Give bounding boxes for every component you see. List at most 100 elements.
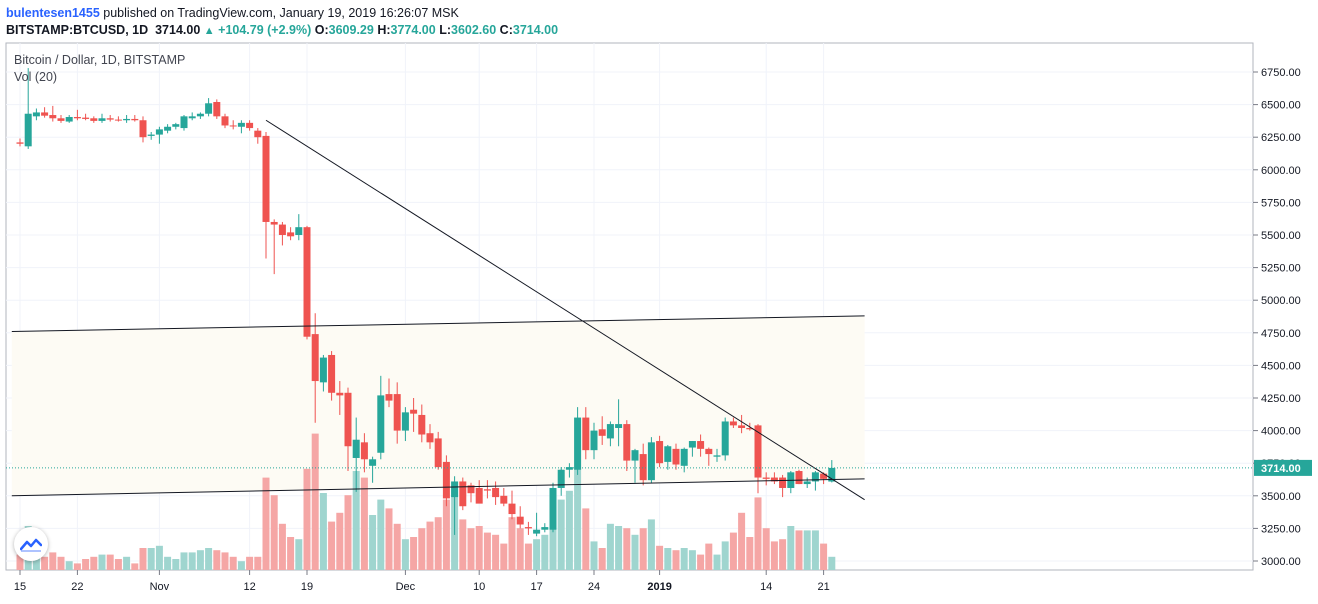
- y-axis-label: 4500.00: [1261, 360, 1301, 372]
- candle-body: [779, 477, 787, 488]
- candle-body: [205, 103, 213, 114]
- volume-bar: [16, 554, 24, 570]
- volume-bar: [483, 532, 491, 570]
- close-label: C:: [499, 23, 513, 37]
- candle-body: [508, 503, 516, 515]
- y-axis-label: 6000.00: [1261, 165, 1301, 177]
- candle-body: [270, 221, 278, 225]
- candle-body: [82, 117, 90, 119]
- candle-body: [557, 469, 565, 488]
- lower-channel-line: [11, 478, 865, 497]
- descending-trendline: [265, 119, 865, 501]
- volume-bar: [41, 556, 49, 570]
- candle-body: [672, 448, 680, 465]
- volume-bar: [705, 543, 713, 570]
- author-link[interactable]: bulentesen1455: [6, 6, 100, 20]
- candle-body: [377, 395, 385, 453]
- candle-body: [598, 429, 606, 436]
- volume-bar: [270, 495, 278, 570]
- volume-bar: [73, 563, 81, 570]
- candle-body: [131, 118, 139, 121]
- volume-bar: [729, 532, 737, 570]
- volume-bar: [32, 554, 40, 570]
- volume-bar: [811, 530, 819, 570]
- candle-body: [615, 424, 623, 428]
- candle-body: [246, 122, 254, 129]
- volume-bar: [524, 543, 532, 570]
- candle-body: [369, 459, 377, 466]
- volume-bar: [680, 548, 688, 570]
- volume-bar: [319, 493, 327, 570]
- volume-indicator-label[interactable]: Vol (20): [14, 70, 58, 84]
- volume-bar: [106, 554, 114, 570]
- y-axis-label: 4000.00: [1261, 426, 1301, 438]
- high-label: H:: [377, 23, 391, 37]
- candle-body: [795, 471, 803, 485]
- candle-body: [172, 124, 180, 127]
- volume-bar: [565, 490, 573, 570]
- candle-body: [287, 232, 295, 237]
- volume-bar: [754, 497, 762, 570]
- volume-bar: [647, 519, 655, 570]
- volume-bar: [770, 541, 778, 570]
- candle-body: [221, 116, 229, 126]
- volume-bar: [65, 561, 73, 570]
- candle-body: [541, 527, 549, 530]
- volume-bar: [303, 468, 311, 570]
- last-price-tag-label: 3714.00: [1261, 463, 1301, 475]
- volume-bar: [418, 528, 426, 570]
- volume-bar: [828, 556, 836, 570]
- up-arrow-icon: ▲: [203, 25, 215, 37]
- x-axis-label: 17: [530, 581, 542, 593]
- chart-legend: Bitcoin / Dollar, 1D, BITSTAMP Vol (20): [14, 52, 185, 86]
- volume-bar: [787, 526, 795, 570]
- volume-bar: [344, 495, 352, 570]
- candle-body: [123, 118, 131, 121]
- candle-body: [73, 116, 81, 119]
- volume-bar: [295, 539, 303, 570]
- y-axis-label: 4250.00: [1261, 393, 1301, 405]
- volume-bar: [615, 526, 623, 570]
- x-axis-label: 10: [473, 581, 485, 593]
- candle-body: [213, 101, 221, 117]
- last-price-tag: [1254, 459, 1312, 476]
- tradingview-logo-icon[interactable]: [14, 527, 48, 561]
- candle-body: [451, 481, 459, 498]
- candle-body: [106, 118, 114, 120]
- candle-body: [606, 424, 614, 439]
- candle-body: [533, 529, 541, 534]
- volume-bar: [311, 433, 319, 570]
- symbol-label: BITSTAMP:BTCUSD, 1D: [6, 23, 149, 37]
- x-axis-label: 15: [14, 581, 26, 593]
- volume-bar: [221, 552, 229, 570]
- volume-bar: [82, 559, 90, 570]
- volume-bar: [434, 517, 442, 570]
- volume-bar: [336, 512, 344, 570]
- open-label: O:: [314, 23, 329, 37]
- y-axis-label: 6750.00: [1261, 67, 1301, 79]
- candle-body: [565, 467, 573, 470]
- volume-bar: [549, 528, 557, 570]
- candle-body: [344, 392, 352, 447]
- volume-bar: [49, 552, 57, 570]
- x-axis-label: 12: [243, 581, 255, 593]
- candle-body: [688, 441, 696, 448]
- volume-bar: [360, 477, 368, 570]
- publish-info: published on TradingView.com, January 19…: [103, 6, 459, 20]
- volume-bar: [500, 543, 508, 570]
- volume-bar: [475, 526, 483, 570]
- low-value: 3602.60: [451, 23, 497, 37]
- candle-body: [524, 527, 532, 529]
- candle-body: [459, 481, 467, 507]
- candle-body: [164, 126, 172, 131]
- volume-bar: [385, 508, 393, 570]
- candle-body: [254, 130, 262, 138]
- candle-body: [639, 454, 647, 481]
- volume-bar: [738, 512, 746, 570]
- x-axis-label: 2019: [647, 581, 671, 593]
- volume-bar: [426, 521, 434, 570]
- candle-body: [590, 430, 598, 451]
- volume-bar: [721, 541, 729, 570]
- candle-body: [262, 135, 270, 222]
